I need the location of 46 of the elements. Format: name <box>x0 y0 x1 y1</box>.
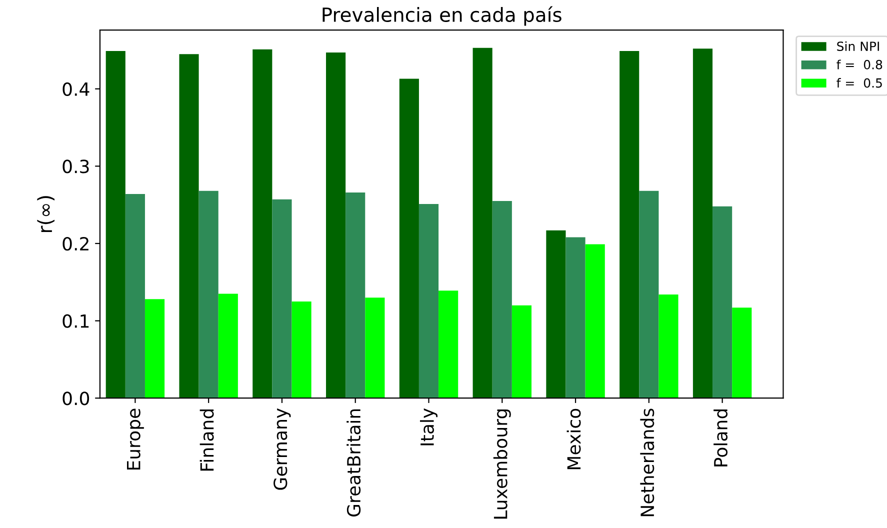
bar <box>252 49 272 398</box>
bar <box>418 204 439 398</box>
bar <box>106 50 126 398</box>
legend-label: f = 0.5 <box>836 78 882 88</box>
legend-label: f = 0.8 <box>836 60 882 70</box>
bar <box>620 50 640 398</box>
bar <box>546 230 566 398</box>
chart-title: Prevalencia en cada país <box>322 6 562 26</box>
bar <box>144 299 165 398</box>
bar <box>585 244 605 398</box>
bar <box>512 305 532 398</box>
x-tick-label: Netherlands <box>640 408 654 516</box>
bar <box>179 54 199 398</box>
bar <box>198 190 218 398</box>
x-tick-label: Finland <box>200 409 214 471</box>
bar <box>326 52 346 398</box>
y-tick-label: 0.0 <box>62 392 90 406</box>
y-tick-label: 0.3 <box>62 160 89 174</box>
legend-label: Sin NPI <box>837 41 879 52</box>
y-axis-title: r(∞) <box>37 196 54 232</box>
x-tick-label: Italy <box>420 408 438 446</box>
x-tick-label: Luxembourg <box>493 409 511 519</box>
bar <box>438 290 458 398</box>
x-tick-label: Poland <box>714 409 728 466</box>
x-tick-label: Mexico <box>566 408 581 470</box>
bar <box>692 48 713 398</box>
bar <box>639 190 659 398</box>
bar <box>732 308 752 398</box>
bar <box>292 301 312 398</box>
x-tick-label: Germany <box>274 408 291 490</box>
bar <box>492 200 512 398</box>
bar <box>712 206 732 398</box>
bar <box>658 294 678 398</box>
bar <box>566 237 586 398</box>
bar <box>472 48 492 398</box>
y-tick-label: 0.2 <box>62 236 88 251</box>
y-tick-label: 0.1 <box>62 314 89 328</box>
bar <box>365 298 385 398</box>
bar <box>399 78 419 398</box>
x-tick-label: GreatBritain <box>346 409 361 517</box>
bar <box>346 192 366 398</box>
bar <box>218 294 238 398</box>
y-tick-label: 0.4 <box>62 82 90 96</box>
bar <box>272 199 292 398</box>
bar <box>125 194 145 398</box>
x-tick-label: Europe <box>127 408 144 470</box>
